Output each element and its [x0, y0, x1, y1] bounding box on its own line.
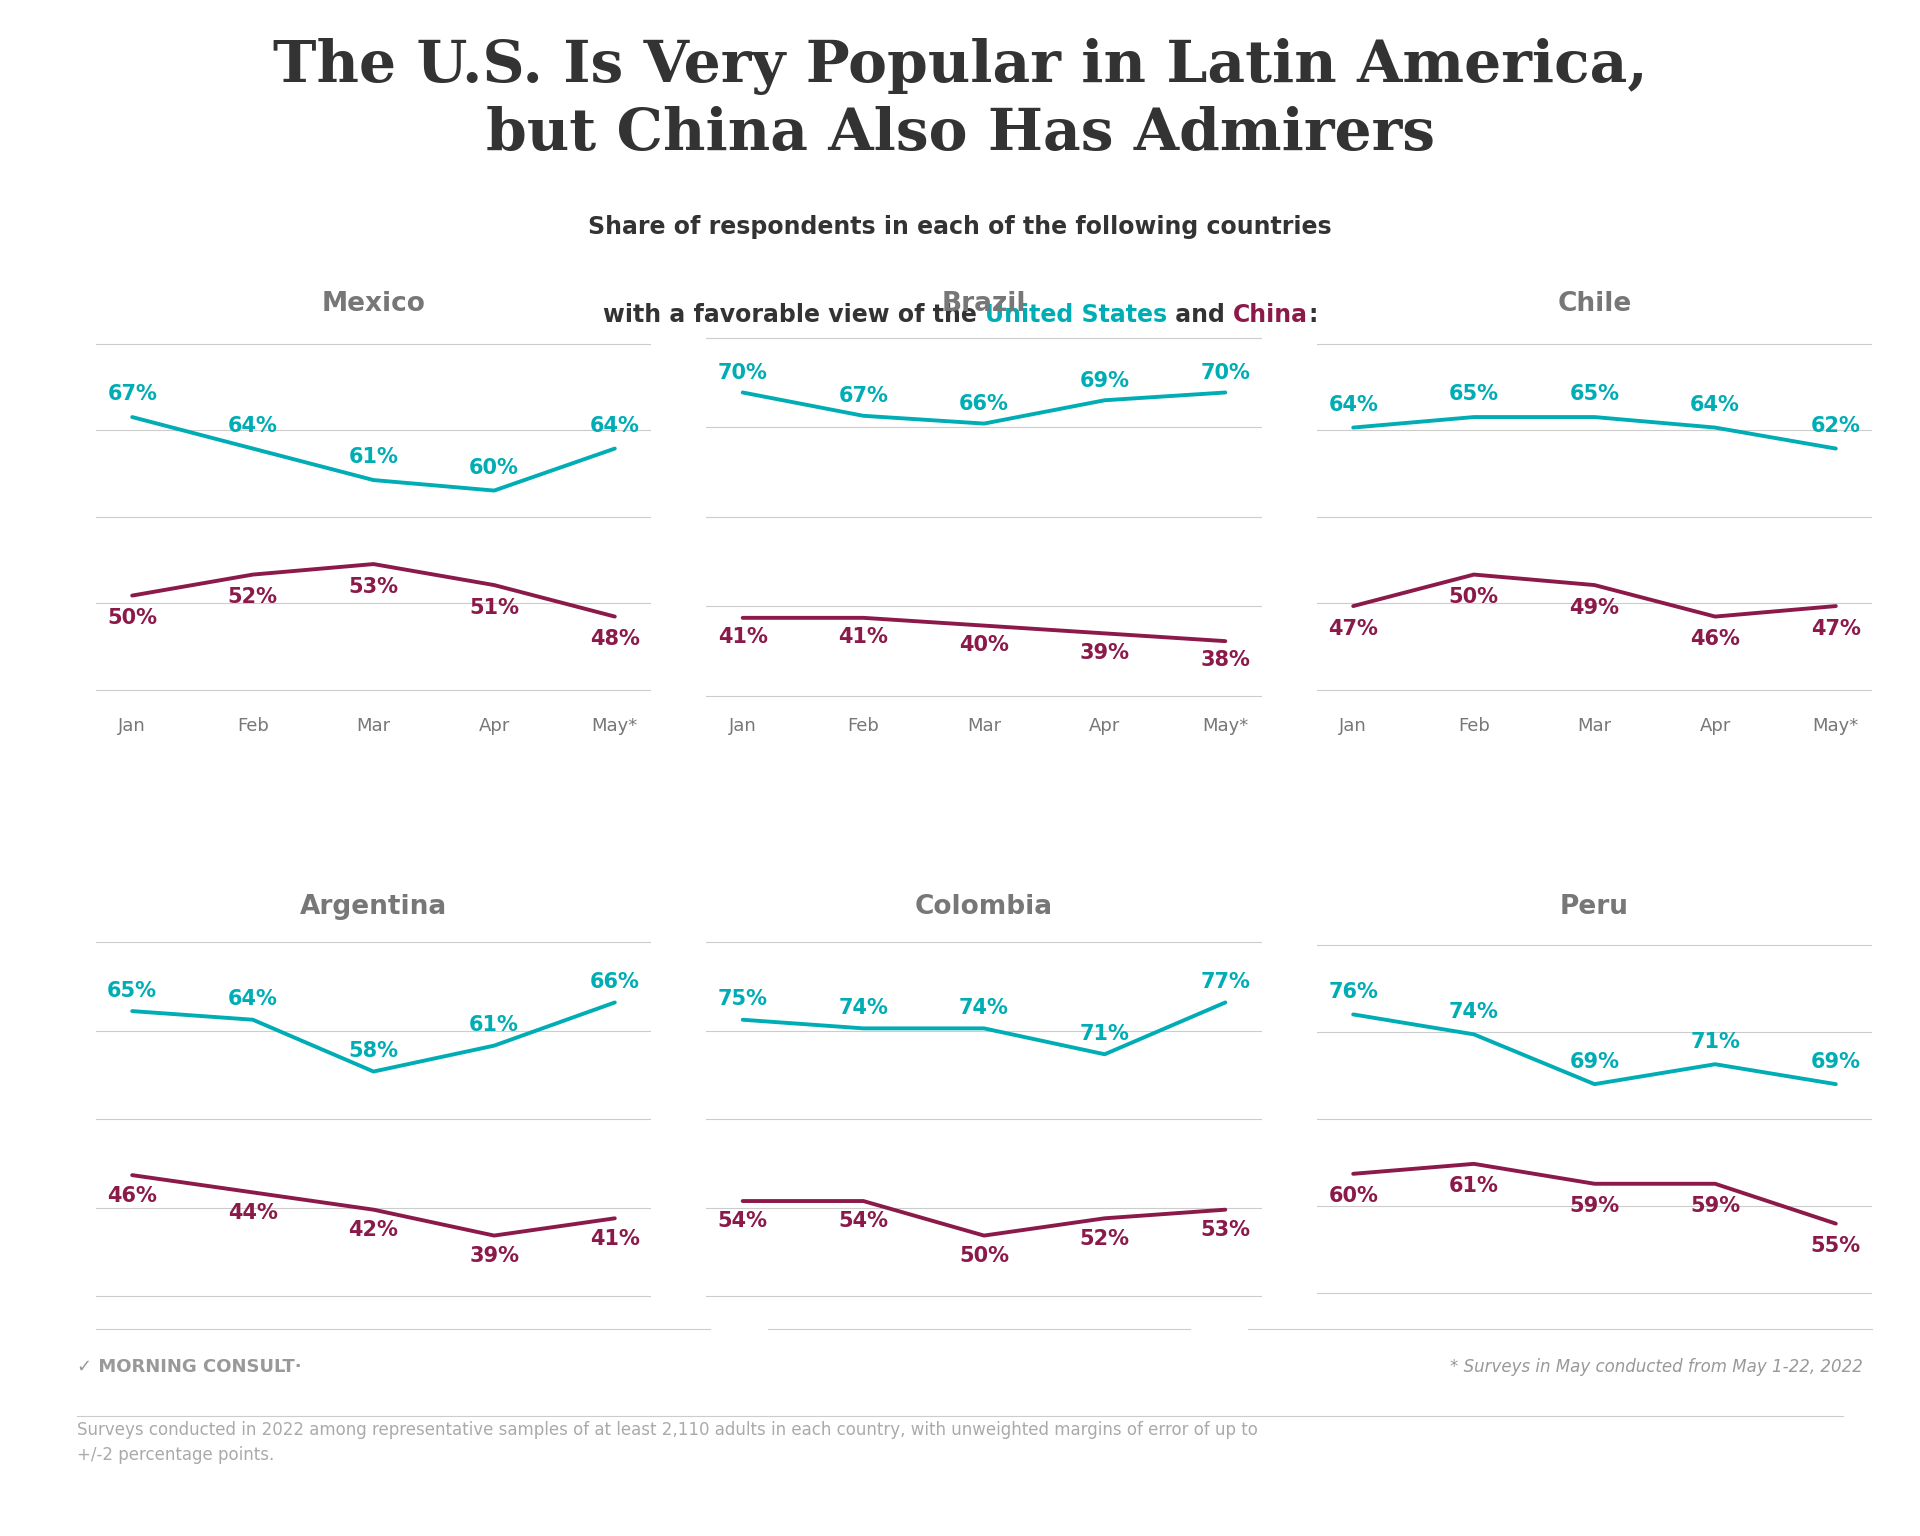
Text: with a favorable view of the: with a favorable view of the: [603, 303, 985, 327]
Text: 76%: 76%: [1329, 983, 1379, 1003]
Text: 62%: 62%: [1811, 416, 1860, 436]
Text: 47%: 47%: [1329, 619, 1379, 639]
Text: :: :: [1308, 303, 1317, 327]
Text: 67%: 67%: [839, 387, 889, 407]
Text: 64%: 64%: [228, 416, 278, 436]
Text: 60%: 60%: [468, 458, 518, 478]
Text: 54%: 54%: [718, 1212, 768, 1232]
Text: * Surveys in May conducted from May 1-22, 2022: * Surveys in May conducted from May 1-22…: [1450, 1358, 1862, 1376]
Text: 74%: 74%: [1450, 1003, 1500, 1023]
Text: 69%: 69%: [1569, 1052, 1619, 1072]
Text: 66%: 66%: [960, 395, 1008, 415]
Text: 64%: 64%: [589, 416, 639, 436]
Text: 65%: 65%: [1450, 384, 1500, 404]
Text: 40%: 40%: [960, 634, 1008, 654]
Text: 70%: 70%: [1200, 362, 1250, 382]
Text: 55%: 55%: [1811, 1235, 1860, 1255]
Text: 41%: 41%: [839, 627, 889, 647]
Text: 53%: 53%: [349, 576, 399, 596]
Text: 48%: 48%: [589, 630, 639, 650]
Text: 64%: 64%: [228, 989, 278, 1009]
Text: 70%: 70%: [718, 362, 768, 382]
Text: 69%: 69%: [1079, 370, 1129, 392]
Text: 77%: 77%: [1200, 972, 1250, 992]
Text: 50%: 50%: [1450, 587, 1500, 607]
Text: 64%: 64%: [1329, 395, 1379, 415]
Text: China: China: [1233, 303, 1308, 327]
Text: 51%: 51%: [468, 598, 518, 617]
Text: 65%: 65%: [108, 982, 157, 1001]
Text: 61%: 61%: [1450, 1175, 1500, 1197]
Title: Mexico: Mexico: [321, 292, 426, 318]
Text: 42%: 42%: [349, 1220, 399, 1240]
Text: 61%: 61%: [468, 1015, 518, 1035]
Text: 46%: 46%: [108, 1186, 157, 1206]
Text: 49%: 49%: [1569, 598, 1619, 617]
Text: 65%: 65%: [1569, 384, 1619, 404]
Text: 38%: 38%: [1200, 650, 1250, 671]
Text: 46%: 46%: [1690, 630, 1740, 650]
Text: 59%: 59%: [1690, 1195, 1740, 1215]
Text: 52%: 52%: [228, 587, 278, 607]
Text: 74%: 74%: [960, 998, 1008, 1018]
Title: Chile: Chile: [1557, 292, 1632, 318]
Text: 50%: 50%: [958, 1246, 1010, 1266]
Text: 39%: 39%: [468, 1246, 518, 1266]
Title: Peru: Peru: [1559, 894, 1628, 920]
Text: 44%: 44%: [228, 1203, 278, 1223]
Text: The U.S. Is Very Popular in Latin America,
but China Also Has Admirers: The U.S. Is Very Popular in Latin Americ…: [273, 38, 1647, 163]
Text: 58%: 58%: [349, 1041, 399, 1061]
Text: 47%: 47%: [1811, 619, 1860, 639]
Text: 41%: 41%: [589, 1229, 639, 1249]
Text: 50%: 50%: [108, 608, 157, 628]
Text: 54%: 54%: [839, 1212, 889, 1232]
Text: 61%: 61%: [349, 447, 399, 467]
Title: Brazil: Brazil: [941, 292, 1027, 318]
Text: 69%: 69%: [1811, 1052, 1860, 1072]
Text: 64%: 64%: [1690, 395, 1740, 415]
Title: Argentina: Argentina: [300, 894, 447, 920]
Text: 75%: 75%: [718, 989, 768, 1009]
Text: 53%: 53%: [1200, 1220, 1250, 1240]
Text: 41%: 41%: [718, 627, 768, 647]
Text: 52%: 52%: [1079, 1229, 1129, 1249]
Text: 39%: 39%: [1079, 642, 1129, 662]
Title: Colombia: Colombia: [916, 894, 1052, 920]
Text: United States: United States: [985, 303, 1167, 327]
Text: 71%: 71%: [1079, 1025, 1129, 1044]
Text: 60%: 60%: [1329, 1186, 1379, 1206]
Text: and: and: [1167, 303, 1233, 327]
Text: 66%: 66%: [589, 972, 639, 992]
Text: ✓ MORNING CONSULT·: ✓ MORNING CONSULT·: [77, 1358, 301, 1376]
Text: 67%: 67%: [108, 384, 157, 404]
Text: 59%: 59%: [1569, 1195, 1620, 1215]
Text: Share of respondents in each of the following countries: Share of respondents in each of the foll…: [588, 215, 1332, 240]
Text: 71%: 71%: [1690, 1032, 1740, 1052]
Text: 74%: 74%: [839, 998, 889, 1018]
Text: Surveys conducted in 2022 among representative samples of at least 2,110 adults : Surveys conducted in 2022 among represen…: [77, 1421, 1258, 1464]
